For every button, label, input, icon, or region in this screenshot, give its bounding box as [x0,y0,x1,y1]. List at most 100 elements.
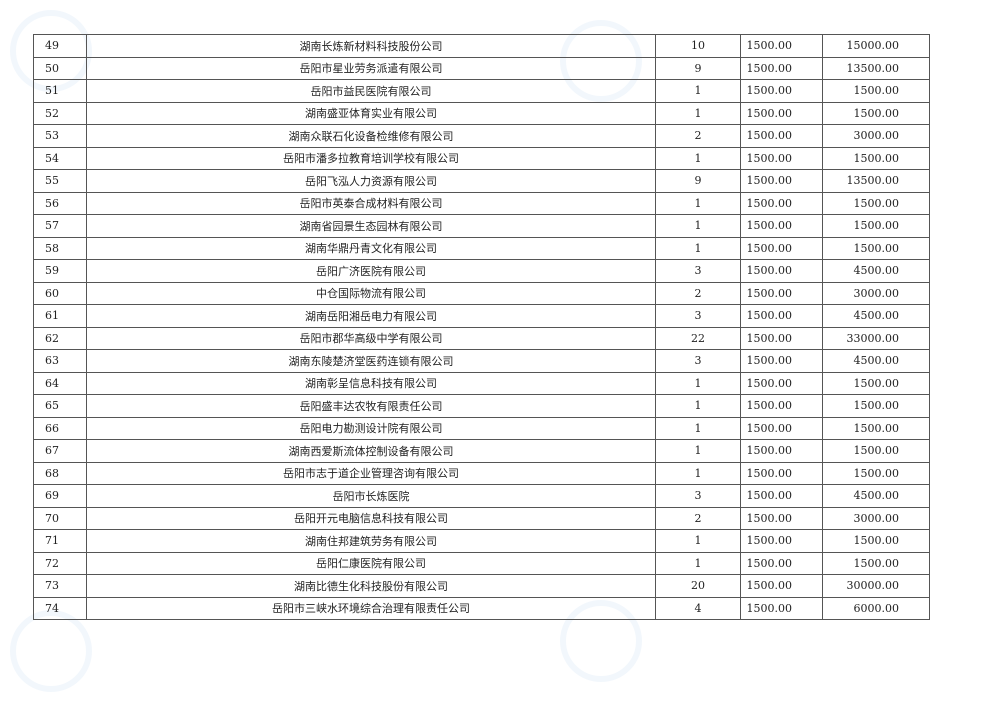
table-row: 68 岳阳市志于道企业管理咨询有限公司 1 1500.00 1500.00 [33,461,930,485]
company-name: 岳阳开元电脑信息科技有限公司 [86,506,656,530]
subsidy-amount: 1500.00 [822,191,930,215]
watermark-logo [10,610,92,692]
headcount: 20 [655,574,741,598]
company-name: 湖南住邦建筑劳务有限公司 [86,529,656,553]
company-name: 湖南盛亚体育实业有限公司 [86,101,656,125]
table-row: 67 湖南西爱斯流体控制设备有限公司 1 1500.00 1500.00 [33,439,930,463]
company-name: 岳阳市星业劳务派遣有限公司 [86,56,656,80]
subsidy-amount: 4500.00 [822,304,930,328]
subsidy-standard: 1500.00 [740,101,823,125]
table-row: 71 湖南住邦建筑劳务有限公司 1 1500.00 1500.00 [33,529,930,553]
table-row: 51 岳阳市益民医院有限公司 1 1500.00 1500.00 [33,79,930,103]
subsidy-amount: 1500.00 [822,146,930,170]
table-row: 54 岳阳市潘多拉教育培训学校有限公司 1 1500.00 1500.00 [33,146,930,170]
row-number: 67 [33,439,87,463]
table-row: 49 湖南长炼新材料科技股份公司 10 1500.00 15000.00 [33,34,930,58]
headcount: 3 [655,349,741,373]
subsidy-standard: 1500.00 [740,304,823,328]
subsidy-standard: 1500.00 [740,439,823,463]
subsidy-standard: 1500.00 [740,281,823,305]
subsidy-table: 49 湖南长炼新材料科技股份公司 10 1500.00 15000.00 50 岳阳市星业劳… [33,34,930,620]
subsidy-standard: 1500.00 [740,529,823,553]
headcount: 1 [655,529,741,553]
headcount: 1 [655,214,741,238]
row-number: 54 [33,146,87,170]
table-row: 56 岳阳市英泰合成材料有限公司 1 1500.00 1500.00 [33,191,930,215]
row-number: 55 [33,169,87,193]
row-number: 50 [33,56,87,80]
subsidy-standard: 1500.00 [740,506,823,530]
headcount: 1 [655,371,741,395]
company-name: 中仓国际物流有限公司 [86,281,656,305]
subsidy-standard: 1500.00 [740,326,823,350]
subsidy-amount: 3000.00 [822,506,930,530]
row-number: 73 [33,574,87,598]
subsidy-amount: 1500.00 [822,529,930,553]
subsidy-amount: 33000.00 [822,326,930,350]
row-number: 60 [33,281,87,305]
company-name: 岳阳市郡华高级中学有限公司 [86,326,656,350]
row-number: 72 [33,551,87,575]
row-number: 58 [33,236,87,260]
headcount: 9 [655,56,741,80]
headcount: 10 [655,34,741,58]
table-row: 52 湖南盛亚体育实业有限公司 1 1500.00 1500.00 [33,101,930,125]
subsidy-amount: 3000.00 [822,124,930,148]
headcount: 1 [655,416,741,440]
row-number: 61 [33,304,87,328]
table-row: 63 湖南东陵楚济堂医药连锁有限公司 3 1500.00 4500.00 [33,349,930,373]
subsidy-amount: 1500.00 [822,101,930,125]
company-name: 湖南华鼎丹青文化有限公司 [86,236,656,260]
subsidy-standard: 1500.00 [740,416,823,440]
table-row: 53 湖南众联石化设备检维修有限公司 2 1500.00 3000.00 [33,124,930,148]
headcount: 1 [655,236,741,260]
table-row: 72 岳阳仁康医院有限公司 1 1500.00 1500.00 [33,551,930,575]
table-row: 50 岳阳市星业劳务派遣有限公司 9 1500.00 13500.00 [33,56,930,80]
company-name: 湖南比德生化科技股份有限公司 [86,574,656,598]
company-name: 岳阳市长炼医院 [86,484,656,508]
headcount: 3 [655,304,741,328]
company-name: 岳阳电力勘测设计院有限公司 [86,416,656,440]
row-number: 62 [33,326,87,350]
company-name: 湖南岳阳湘岳电力有限公司 [86,304,656,328]
row-number: 68 [33,461,87,485]
row-number: 66 [33,416,87,440]
headcount: 1 [655,394,741,418]
table-row: 64 湖南彰呈信息科技有限公司 1 1500.00 1500.00 [33,371,930,395]
company-name: 岳阳市志于道企业管理咨询有限公司 [86,461,656,485]
subsidy-standard: 1500.00 [740,551,823,575]
subsidy-standard: 1500.00 [740,236,823,260]
subsidy-amount: 13500.00 [822,169,930,193]
headcount: 1 [655,146,741,170]
row-number: 70 [33,506,87,530]
subsidy-standard: 1500.00 [740,214,823,238]
row-number: 59 [33,259,87,283]
subsidy-amount: 6000.00 [822,596,930,620]
company-name: 岳阳市潘多拉教育培训学校有限公司 [86,146,656,170]
row-number: 71 [33,529,87,553]
subsidy-amount: 3000.00 [822,281,930,305]
headcount: 3 [655,259,741,283]
subsidy-amount: 4500.00 [822,484,930,508]
subsidy-standard: 1500.00 [740,34,823,58]
headcount: 1 [655,461,741,485]
company-name: 湖南长炼新材料科技股份公司 [86,34,656,58]
company-name: 岳阳广济医院有限公司 [86,259,656,283]
subsidy-standard: 1500.00 [740,371,823,395]
company-name: 湖南彰呈信息科技有限公司 [86,371,656,395]
row-number: 74 [33,596,87,620]
row-number: 64 [33,371,87,395]
subsidy-amount: 1500.00 [822,79,930,103]
headcount: 2 [655,281,741,305]
subsidy-standard: 1500.00 [740,191,823,215]
subsidy-amount: 13500.00 [822,56,930,80]
table-row: 55 岳阳飞泓人力资源有限公司 9 1500.00 13500.00 [33,169,930,193]
table-row: 74 岳阳市三峡水环境综合治理有限责任公司 4 1500.00 6000.00 [33,596,930,620]
subsidy-standard: 1500.00 [740,349,823,373]
subsidy-standard: 1500.00 [740,259,823,283]
row-number: 52 [33,101,87,125]
subsidy-amount: 1500.00 [822,551,930,575]
table-row: 69 岳阳市长炼医院 3 1500.00 4500.00 [33,484,930,508]
subsidy-standard: 1500.00 [740,124,823,148]
company-name: 湖南省园景生态园林有限公司 [86,214,656,238]
